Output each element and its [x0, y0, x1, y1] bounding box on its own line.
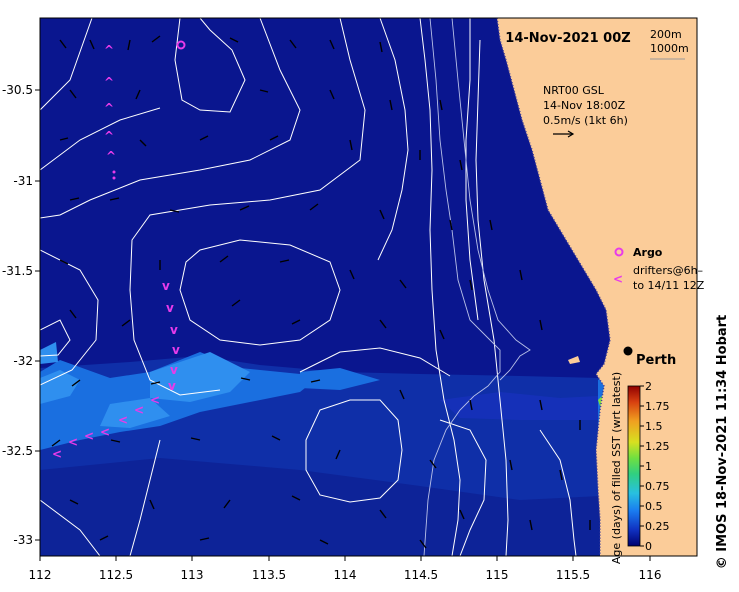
land-coast-edge: [496, 18, 611, 556]
svg-text:v: v: [172, 343, 180, 357]
colorbar-tick-label: 2: [645, 380, 652, 393]
svg-text:^: ^: [104, 101, 114, 115]
current-time-label: 14-Nov 18:00Z: [543, 99, 626, 112]
lon-tick-label: 112: [29, 568, 52, 582]
scale-arrow: [553, 130, 575, 138]
axis-tick-marks: [35, 89, 651, 561]
argo-legend-label: Argo: [633, 246, 663, 259]
sst-age-band: [40, 342, 612, 556]
colorbar-tick-marks: [640, 385, 644, 547]
lon-tick-label: 113.5: [252, 568, 286, 582]
lat-tick-label: -30.5: [2, 83, 33, 97]
credit-label: © IMOS 18-Nov-2021 11:34 Hobart: [715, 315, 730, 570]
svg-text:^: ^: [106, 149, 116, 163]
svg-text:<: <: [100, 425, 110, 439]
depth-contour-label: 200m: [650, 28, 682, 41]
svg-text:v: v: [162, 279, 170, 293]
lat-tick-label: -32.5: [2, 444, 33, 458]
colorbar-tick-label: 0.5: [645, 500, 663, 513]
drifter-legend-marker: <: [613, 272, 623, 286]
y-axis-labels: -30.5 -31 -31.5 -32 -32.5 -33: [2, 83, 33, 547]
colorbar-labels: 2 1.75 1.5 1.25 1 0.75 0.5 0.25 0: [645, 380, 670, 553]
plot-frame: [39, 17, 698, 557]
bathymetry-contours: [423, 18, 531, 556]
svg-text:v: v: [170, 363, 178, 377]
drifter-legend-label-to: to 14/11 12Z: [633, 279, 705, 292]
perth-marker: [623, 346, 633, 356]
colorbar: [627, 385, 641, 547]
svg-text:<: <: [118, 413, 128, 427]
velocity-arrows: [51, 35, 591, 549]
lat-tick-label: -33: [13, 533, 33, 547]
x-axis-labels: 112 112.5 113 113.5 114 114.5 115 115.5 …: [29, 568, 662, 582]
colorbar-tick-label: 1.25: [645, 440, 670, 453]
colorbar-tick-label: 1: [645, 460, 652, 473]
city-label-perth: Perth: [636, 353, 676, 368]
drifter-track-north: ^ ^ ^ ^ ^: [104, 43, 116, 180]
lon-tick-label: 113: [181, 568, 204, 582]
lat-tick-label: -31: [13, 174, 33, 188]
lat-tick-label: -32: [13, 354, 33, 368]
current-source-label: NRT00 GSL: [543, 84, 605, 97]
lat-tick-label: -31.5: [2, 264, 33, 278]
svg-text:<: <: [68, 435, 78, 449]
colorbar-tick-label: 0.75: [645, 480, 670, 493]
land-australia: [497, 18, 697, 556]
argo-legend-marker: [614, 247, 624, 257]
current-scale-label: 0.5m/s (1kt 6h): [543, 114, 628, 127]
lon-tick-label: 114: [334, 568, 357, 582]
lon-tick-label: 115: [486, 568, 509, 582]
colorbar-title: Age (days) of filled SST (wrt latest): [610, 372, 623, 564]
svg-text:^: ^: [104, 43, 114, 57]
argo-float-marker: [176, 40, 186, 50]
svg-text:<: <: [84, 429, 94, 443]
colorbar-tick-label: 1.75: [645, 400, 670, 413]
svg-text:<: <: [150, 393, 160, 407]
current-streamlines: [40, 18, 577, 556]
lon-tick-label: 115.5: [556, 568, 590, 582]
svg-text:^: ^: [104, 75, 114, 89]
map-date-title: 14-Nov-2021 00Z: [505, 31, 630, 46]
svg-text:v: v: [170, 323, 178, 337]
svg-text:v: v: [166, 301, 174, 315]
svg-text:<: <: [52, 447, 62, 461]
colorbar-tick-label: 0: [645, 540, 652, 553]
drifter-track-south: vvv vvv <<< <<< <: [52, 279, 180, 461]
svg-text:^: ^: [104, 129, 114, 143]
svg-text:v: v: [168, 379, 176, 393]
lon-tick-label: 114.5: [404, 568, 438, 582]
depth-contour-label: 1000m: [650, 42, 689, 55]
colorbar-tick-label: 0.25: [645, 520, 670, 533]
drifter-legend-label: drifters@6h–: [633, 264, 703, 277]
colorbar-tick-label: 1.5: [645, 420, 663, 433]
rottnest-island: [568, 356, 580, 364]
svg-text:<: <: [134, 403, 144, 417]
lon-tick-label: 112.5: [99, 568, 133, 582]
lon-tick-label: 116: [639, 568, 662, 582]
